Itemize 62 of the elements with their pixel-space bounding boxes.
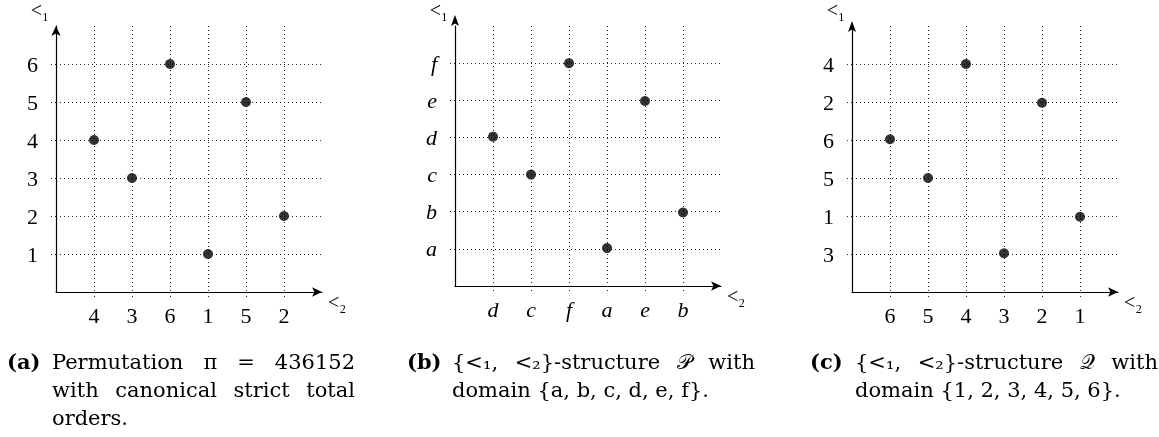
x-tick-label: 3 [126,302,138,328]
y-tick-label: 2 [27,203,38,229]
point [165,59,175,69]
point [89,135,99,145]
point [961,59,971,69]
category-label: 1 [823,203,834,229]
point [999,248,1009,259]
category-label: c [427,162,437,188]
point [526,169,536,180]
x-tick-label: d [487,296,500,322]
y-tick-label: 5 [27,89,38,115]
point [1075,211,1085,222]
x-tick-label: b [677,296,689,322]
category-label: 2 [823,89,834,115]
category-label: 4 [823,51,834,77]
y-tick-label: 6 [27,51,38,77]
x-tick-label: 6 [164,302,176,328]
x-tick-label: c [526,296,537,322]
category-label: e [427,87,437,113]
point [923,173,933,183]
category-label: b [426,199,437,225]
point [241,97,251,107]
x-axis-title: <₂ [328,291,347,313]
y-axis-title: <₁ [826,0,845,21]
x-tick-label: a [601,296,613,322]
x-axis-title: <₂ [727,285,746,307]
y-tick-label: 4 [27,127,38,153]
category-label: d [426,124,437,150]
x-tick-label: 4 [960,302,972,328]
category-label: 3 [823,241,834,267]
text: (b) {<₁, <₂}-structure 𝒫 with domain {a, b, c, d, e, f}. [407,348,755,404]
point [564,58,574,69]
x-tick-label: 2 [1036,302,1048,328]
point [602,243,612,254]
x-axis-title: <₂ [1124,291,1143,313]
category-label: 6 [823,127,834,153]
y-axis-title: <₁ [429,0,448,21]
category-label: a [426,236,437,262]
x-tick-label: 4 [88,302,100,328]
point [488,131,498,142]
point [279,211,289,221]
x-tick-label: 1 [202,302,214,328]
category-label: 5 [823,165,834,191]
text: (a) Permutation π = 436152 with canonical strict total orders. [7,348,355,432]
y-tick-label: 3 [27,165,38,191]
y-tick-label: 1 [27,241,38,267]
y-axis-title: <₁ [30,0,49,21]
x-tick-label: 1 [1074,302,1086,328]
point [885,134,895,145]
x-tick-label: 6 [884,302,896,328]
x-tick-label: f [565,296,575,322]
x-tick-label: 2 [278,302,290,328]
x-tick-label: 5 [240,302,252,328]
point [678,207,688,218]
point [203,249,213,259]
x-tick-label: e [640,296,651,322]
x-tick-label: 3 [998,302,1010,328]
point [127,173,137,183]
x-tick-label: 5 [922,302,934,328]
point [1037,97,1047,108]
point [640,96,650,107]
text: (c) {<₁, <₂}-structure 𝒬 with domain {1, 2, 3, 4, 5, 6}. [810,348,1158,404]
